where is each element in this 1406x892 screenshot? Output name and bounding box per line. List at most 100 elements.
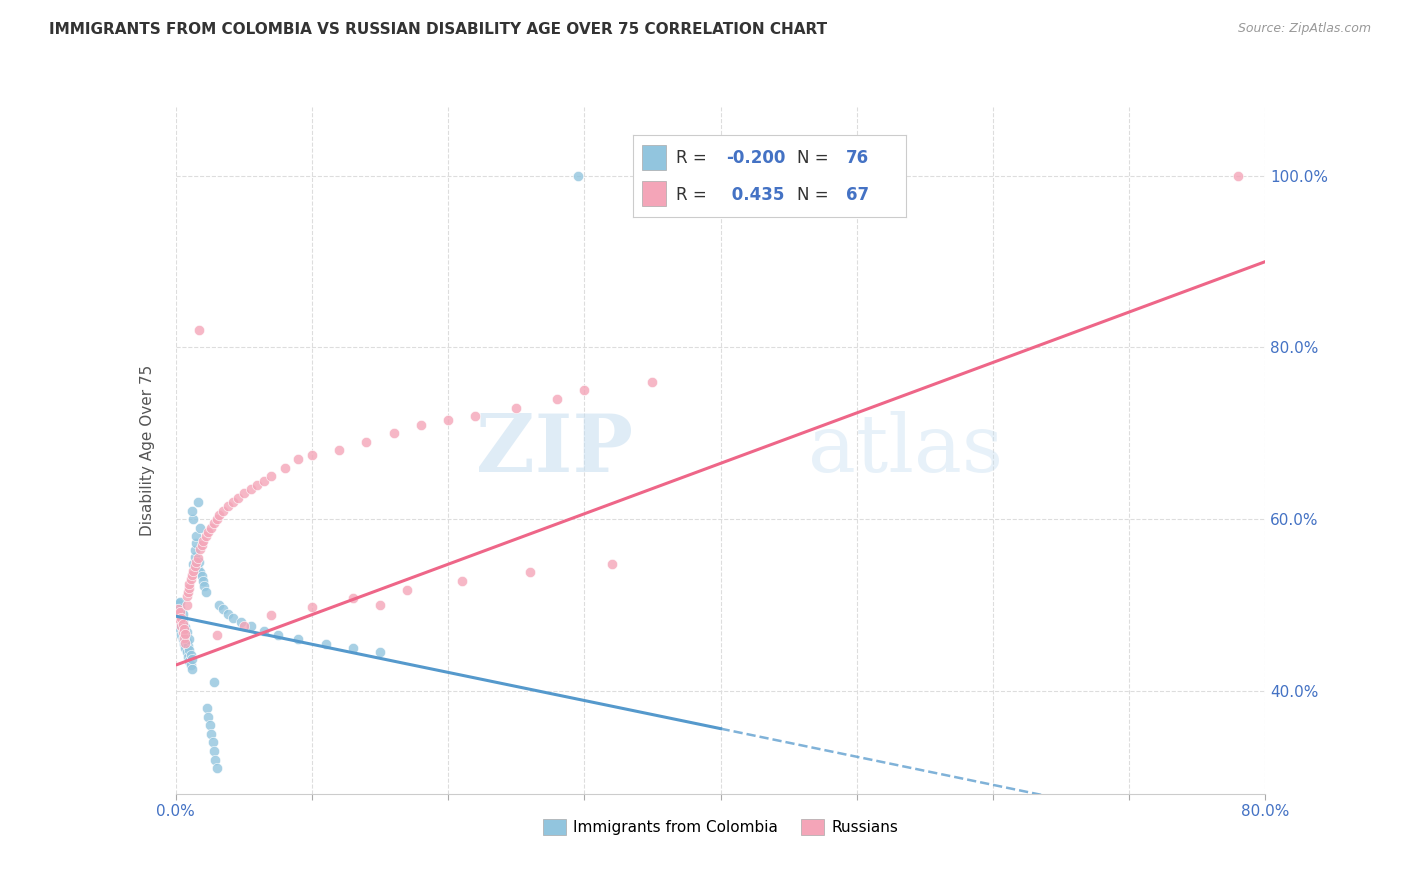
Point <box>181 652 204 666</box>
Point <box>169 601 191 615</box>
Point <box>176 590 198 604</box>
Point <box>409 417 432 432</box>
Point <box>231 615 253 630</box>
Point <box>204 753 226 767</box>
Text: 76: 76 <box>846 149 869 167</box>
Point <box>186 550 209 565</box>
Point <box>200 727 222 741</box>
Point <box>202 675 225 690</box>
Point <box>200 521 222 535</box>
Point <box>450 574 472 588</box>
Point <box>260 608 283 623</box>
Point <box>232 619 254 633</box>
Text: Source: ZipAtlas.com: Source: ZipAtlas.com <box>1237 22 1371 36</box>
Point <box>267 628 290 642</box>
Point <box>202 516 225 531</box>
Point <box>201 735 224 749</box>
Point <box>191 533 214 548</box>
Point <box>356 434 378 449</box>
Point <box>169 608 191 623</box>
Point <box>179 632 201 647</box>
Point <box>176 635 198 649</box>
Point <box>212 503 235 517</box>
Point <box>187 555 209 569</box>
Point <box>546 392 568 406</box>
Point <box>193 579 215 593</box>
Point <box>253 624 276 638</box>
Point <box>177 585 200 599</box>
Point <box>172 624 194 638</box>
Point <box>396 582 419 597</box>
Point <box>170 606 193 620</box>
Point <box>246 478 269 492</box>
Point <box>382 426 405 441</box>
Point <box>170 619 193 633</box>
Point <box>600 557 623 571</box>
Point <box>172 607 194 621</box>
Point <box>198 718 221 732</box>
Point <box>188 542 211 557</box>
Point <box>176 598 198 612</box>
Text: ZIP: ZIP <box>477 411 633 490</box>
Point <box>368 598 391 612</box>
Point <box>274 460 297 475</box>
Point <box>205 628 228 642</box>
Point <box>222 611 245 625</box>
Point <box>194 585 217 599</box>
Point <box>301 599 323 614</box>
Point <box>183 557 205 571</box>
Point <box>641 375 664 389</box>
Point <box>167 615 190 630</box>
Text: N =: N = <box>797 149 834 167</box>
Point <box>197 524 219 539</box>
Point <box>188 521 211 535</box>
Point <box>184 549 207 564</box>
Point <box>222 495 245 509</box>
Point <box>519 566 541 580</box>
Point <box>180 658 202 673</box>
Point <box>173 637 195 651</box>
Point <box>205 761 228 775</box>
Point <box>574 384 596 398</box>
Point <box>464 409 486 424</box>
Point <box>176 625 198 640</box>
Point <box>167 596 190 610</box>
Point <box>186 562 209 576</box>
Point <box>179 642 201 657</box>
Point <box>287 452 309 467</box>
Point <box>174 627 197 641</box>
Point <box>1227 169 1250 183</box>
Point <box>167 608 190 623</box>
Point <box>315 637 337 651</box>
Point <box>172 632 194 647</box>
Point <box>176 645 198 659</box>
Point <box>174 620 197 634</box>
Point <box>173 622 195 636</box>
Point <box>169 594 191 608</box>
Point <box>187 323 209 337</box>
Point <box>183 564 205 578</box>
Point <box>342 640 364 655</box>
Point <box>181 503 204 517</box>
Point <box>181 568 204 582</box>
Point <box>169 614 191 628</box>
Point <box>167 602 190 616</box>
Point <box>170 619 193 633</box>
Point <box>287 632 309 647</box>
Point <box>173 619 195 633</box>
Legend: Immigrants from Colombia, Russians: Immigrants from Colombia, Russians <box>537 813 904 841</box>
Text: R =: R = <box>676 149 711 167</box>
Point <box>190 569 212 583</box>
Point <box>437 413 460 427</box>
Point <box>172 615 194 630</box>
Text: atlas: atlas <box>807 411 1002 490</box>
Point <box>505 401 527 415</box>
Point <box>166 607 188 621</box>
Point <box>205 512 228 526</box>
Point <box>167 611 190 625</box>
Text: IMMIGRANTS FROM COLOMBIA VS RUSSIAN DISABILITY AGE OVER 75 CORRELATION CHART: IMMIGRANTS FROM COLOMBIA VS RUSSIAN DISA… <box>49 22 827 37</box>
FancyBboxPatch shape <box>641 181 666 206</box>
Point <box>190 538 212 552</box>
Point <box>174 640 197 655</box>
Point <box>167 602 190 616</box>
